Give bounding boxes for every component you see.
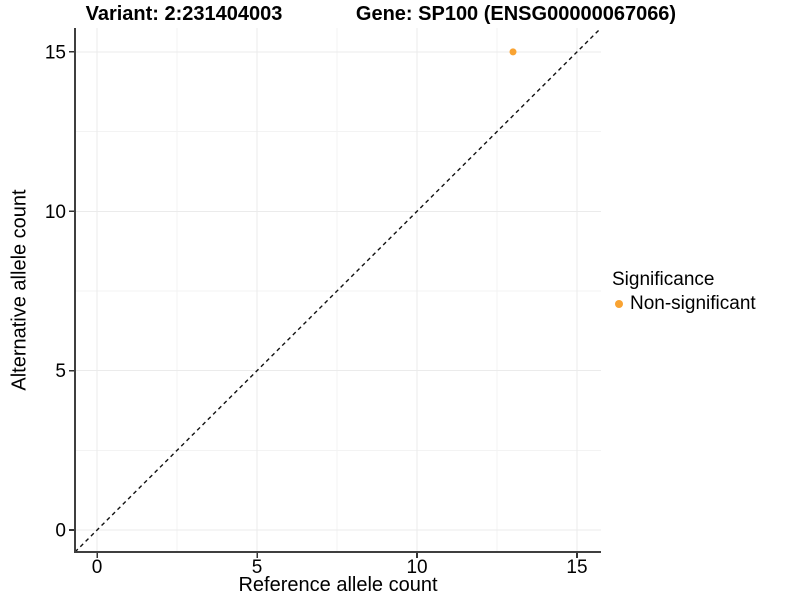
y-tick-label: 5	[55, 361, 66, 382]
y-axis-title: Alternative allele count	[8, 189, 31, 391]
plot-title-gene: Gene: SP100 (ENSG00000067066)	[355, 3, 677, 25]
x-tick-label: 10	[406, 557, 427, 578]
legend-item: Non-significant	[612, 293, 756, 314]
legend-item-label: Non-significant	[630, 293, 756, 314]
x-axis-title: Reference allele count	[238, 574, 438, 596]
y-tick-label: 15	[45, 42, 66, 63]
x-tick-label: 15	[566, 557, 587, 578]
y-tick-label: 10	[45, 202, 66, 223]
legend-title: Significance	[612, 269, 715, 290]
y-tick-label: 0	[55, 521, 66, 542]
identity-line	[74, 27, 602, 553]
x-tick-label: 0	[92, 557, 103, 578]
data-point	[509, 48, 517, 56]
legend-point-icon	[615, 299, 623, 308]
plot-title-variant: Variant: 2:231404003	[85, 3, 283, 25]
legend: Significance Non-significant	[612, 269, 756, 314]
x-tick-label: 5	[252, 557, 263, 578]
